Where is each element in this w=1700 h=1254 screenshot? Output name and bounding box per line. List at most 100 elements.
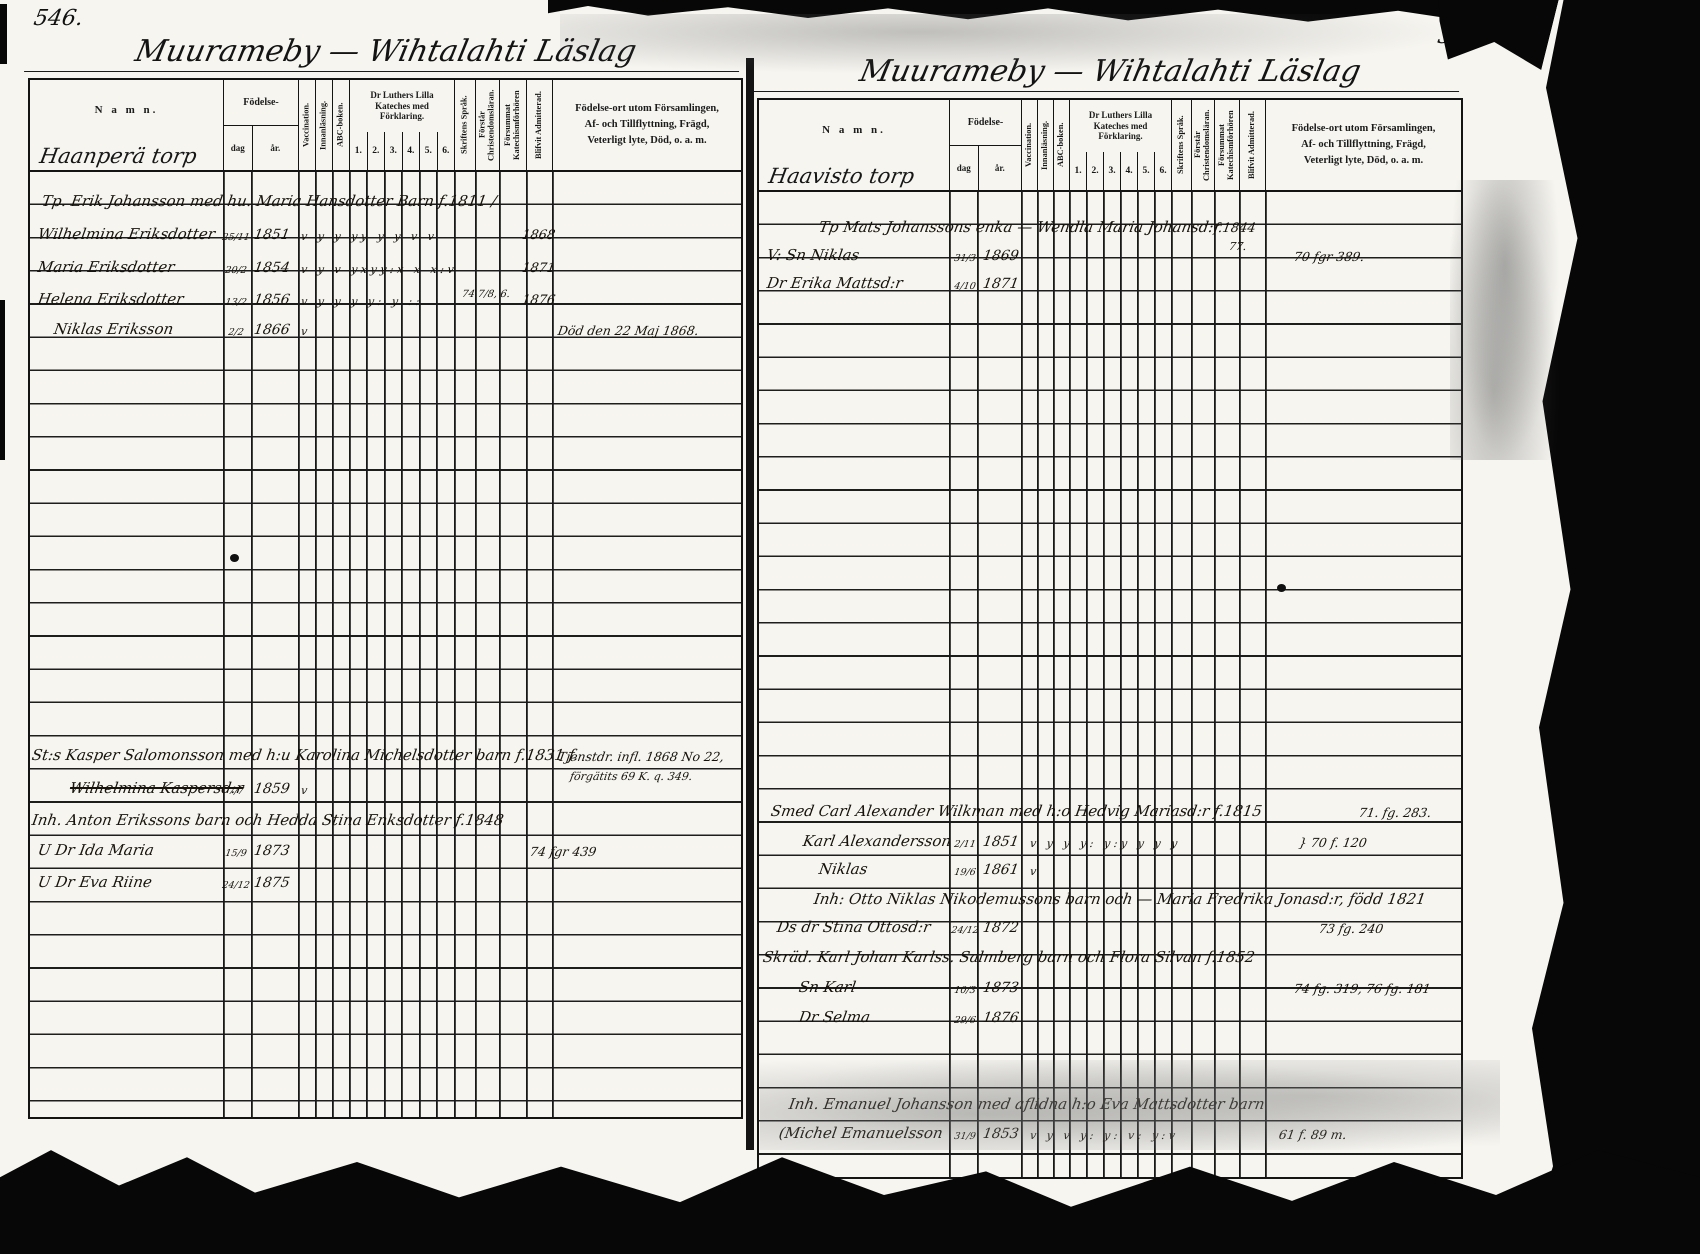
entry-forhor-note: 74 7/8, 6.: [461, 289, 511, 300]
kateches-col-4: 4.: [1120, 152, 1137, 190]
vaccination-label: Vaccination.: [1024, 122, 1034, 168]
namn-label: N a m n.: [94, 104, 159, 116]
entry-name: (Michel Emanuelsson: [777, 1124, 945, 1142]
kateches-col-6: 6.: [1154, 152, 1171, 190]
table-body-right: Tp Mats Johanssons enka — Wendla Maria J…: [759, 192, 1461, 1177]
entry-note: 61 f. 89 m.: [1277, 1127, 1348, 1142]
entry-admitted-year: f.1844: [1212, 221, 1257, 236]
entry-note: 71. fg. 283.: [1357, 805, 1433, 820]
entry-name: Inh: Otto Niklas Nikodemussons barn och …: [812, 890, 1428, 908]
forstar-label: Förstår Christendomsläran.: [477, 89, 496, 161]
entry-birth-day: 25/11: [221, 232, 251, 243]
forsummat-label: Försummat Katechismförhören: [1217, 110, 1235, 180]
kateches-col-2: 2.: [1086, 152, 1103, 190]
column-header-abc-boken: ABC-boken.: [332, 80, 349, 170]
scan-artifact-left-edge: [0, 300, 5, 460]
record-row: Wilhelmina Kaspersd:r 7/7 1859 v: [30, 769, 741, 799]
entry-birth-day: 13/2: [224, 297, 248, 308]
entry-note: 74 fgr 439: [528, 844, 598, 859]
entry-birth-day: 20/2: [224, 265, 248, 276]
column-header-kateches: Dr Luthers Lilla Kateches med Förklaring…: [349, 80, 454, 170]
entry-birth-year: 1856: [252, 292, 291, 308]
entry-name: Inh. Anton Erikssons barn och Hedda Stin…: [30, 811, 505, 829]
innanlasning-label: Innanläsning.: [1040, 120, 1050, 170]
column-header-skriftens-sprak: Skriftens Språk.: [1171, 100, 1191, 190]
column-header-vaccination: Vaccination.: [1021, 100, 1037, 190]
kateches-col-2: 2.: [366, 132, 385, 170]
entry-birth-day: 2/11: [953, 839, 977, 850]
fodelse-subcolumns: dag år.: [224, 125, 298, 170]
fodelse-label: Födelse-: [243, 97, 279, 108]
kateches-label: Dr Luthers Lilla Kateches med Förklaring…: [370, 90, 434, 122]
entry-birth-year: 1871: [981, 276, 1020, 292]
entry-name: Tp Mats Johanssons enka — Wendla Maria J…: [817, 218, 1223, 236]
entry-admitted-year: 1876: [520, 293, 557, 308]
entry-name: Tp. Erik Johansson med hu. Maria Hansdot…: [40, 192, 499, 210]
scan-artifact-gutter: [746, 58, 754, 1150]
column-header-fodelse: Födelse- dag år.: [223, 80, 298, 170]
entry-admitted-year: 1868: [520, 228, 557, 243]
entry-name: Niklas Eriksson: [52, 320, 175, 338]
entry-marks: v: [299, 784, 312, 797]
abc-boken-label: ABC-boken.: [335, 102, 345, 148]
record-row: Skräd. Karl Johan Karlss. Salmberg barn …: [759, 938, 1461, 968]
entry-name: Maria Eriksdotter: [36, 258, 176, 276]
record-row: Smed Carl Alexander Wilkman med h:o Hedv…: [759, 792, 1461, 822]
vaccination-label: Vaccination.: [301, 102, 311, 148]
record-row: Ds dr Stina Ottosd:r 24/12 1872 73 fg. 2…: [759, 908, 1461, 938]
notes-line-1: Födelse-ort utom Församlingen,: [1291, 123, 1436, 135]
record-row: Wilhelmina Eriksdotter 25/11 1851 v y y …: [30, 215, 741, 245]
entry-name: U Dr Ida Maria: [36, 841, 156, 859]
entry-birth-year: 1876: [981, 1010, 1020, 1026]
entry-birth-day: 24/12: [221, 880, 251, 891]
ink-blot: [230, 554, 239, 562]
entry-birth-day: 31/9: [953, 1131, 977, 1142]
entry-note: 73 fg. 240: [1317, 921, 1385, 936]
record-row: Karl Alexandersson 2/11 1851 v y y y: y:…: [759, 822, 1461, 852]
entry-name: Skräd. Karl Johan Karlss. Salmberg barn …: [761, 948, 1257, 966]
entry-birth-year: 1866: [252, 322, 291, 338]
dag-label: dag: [956, 163, 971, 173]
column-header-innanlasning: Innanläsning.: [315, 80, 332, 170]
column-header-forsummat: Försummat Katechismförhören: [499, 80, 526, 170]
kateches-col-1: 1.: [1074, 166, 1082, 176]
table-header-row: N a m n. Haavisto torp Födelse- dag år. …: [759, 100, 1461, 192]
entry-birth-day: 10/3: [953, 985, 977, 996]
entry-birth-year: 1851: [252, 227, 291, 243]
entry-name: Dr Erika Mattsd:r: [765, 274, 905, 292]
entry-name: Smed Carl Alexander Wilkman med h:o Hedv…: [769, 802, 1264, 820]
record-row: Tp. Erik Johansson med hu. Maria Hansdot…: [30, 182, 741, 212]
entry-birth-year: 1869: [981, 248, 1020, 264]
column-header-notes: Födelse-ort utom Församlingen, Af- och T…: [1265, 100, 1461, 190]
notes-line-3: Veterligt lyte, Död, o. a. m.: [1303, 154, 1424, 166]
entry-name: Dr Selma: [797, 1008, 872, 1026]
column-header-skriftens-sprak: Skriftens Språk.: [454, 80, 475, 170]
record-row: Inh: Otto Niklas Nikodemussons barn och …: [759, 880, 1461, 910]
namn-label: N a m n.: [822, 124, 886, 136]
table-header-row: N a m n. Haanperä torp Födelse- dag år. …: [30, 80, 741, 172]
record-row: Dr Selma 29/6 1876: [759, 998, 1461, 1028]
entry-note: Död den 22 Maj 1868.: [556, 323, 700, 338]
record-row: Helena Eriksdotter 13/2 1856 v y y y y: …: [30, 280, 741, 310]
grid-lines: [759, 192, 1461, 1177]
column-header-notes: Födelse-ort utom Församlingen, Af- och T…: [552, 80, 741, 170]
entry-name: Inh. Emanuel Johansson med aflidna h:o E…: [787, 1095, 1267, 1113]
entry-name: Niklas: [817, 860, 869, 878]
entry-marks: v y y y y: y ::: [299, 295, 424, 308]
skriftens-sprak-label: Skriftens Språk.: [1176, 115, 1186, 175]
entry-name: St:s Kasper Salomonsson med h:u Karolina…: [30, 746, 581, 764]
kateches-subcolumns: 1. 2. 3. 4. 5. 6.: [1070, 152, 1171, 190]
record-row: Dr Erika Mattsd:r 4/10 1871: [759, 264, 1461, 294]
entry-birth-year: 1853: [981, 1126, 1020, 1142]
kateches-col-5: 5.: [419, 132, 437, 170]
entry-birth-year: 1854: [252, 260, 291, 276]
entry-birth-year: 1873: [981, 980, 1020, 996]
entry-marks: v y v y: y: v: y:v: [1028, 1129, 1180, 1142]
record-row: Inh. Emanuel Johansson med aflidna h:o E…: [759, 1085, 1461, 1115]
kateches-col-6: 6.: [436, 132, 455, 170]
record-row: Maria Eriksdotter 20/2 1854 v y v yxyy:x…: [30, 248, 741, 278]
record-row: (Michel Emanuelsson 31/9 1853 v y v y: y…: [759, 1114, 1461, 1144]
entry-birth-day: 31/3: [953, 253, 977, 264]
entry-birth-year: 1851: [981, 834, 1020, 850]
record-row: V: Sn Niklas 31/3 1869 70 fgr 389.: [759, 236, 1461, 266]
